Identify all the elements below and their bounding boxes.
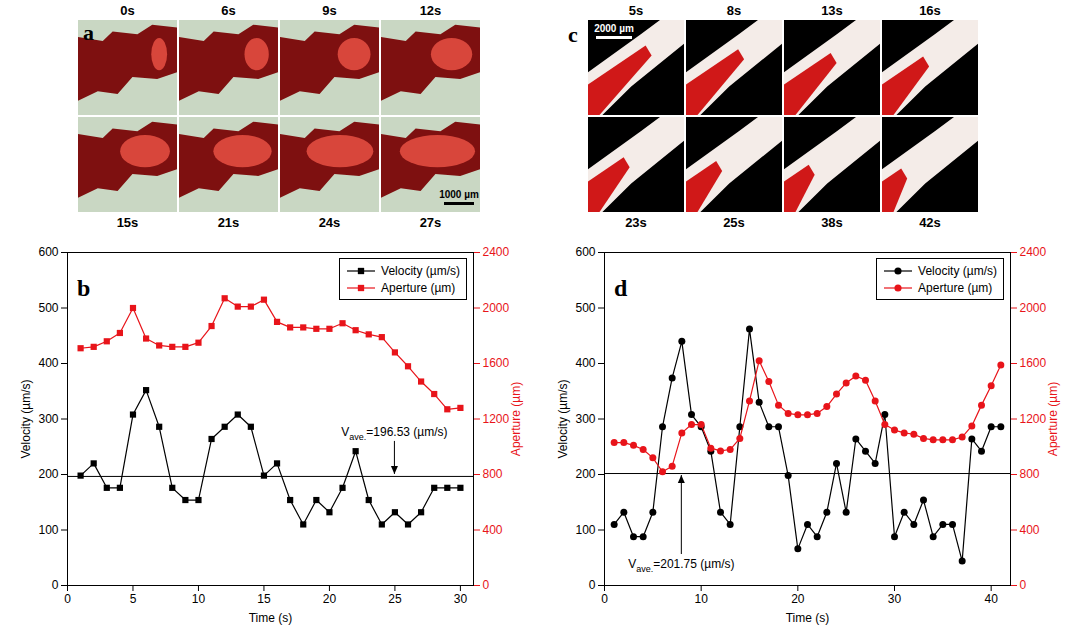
svg-text:20: 20 [791,592,805,606]
svg-text:2400: 2400 [483,245,510,259]
svg-text:300: 300 [575,412,595,426]
svg-text:10: 10 [694,592,708,606]
html-text:Aperture (µm): Aperture (µm) [381,280,456,295]
svg-text:0: 0 [601,592,608,606]
svg-text:Vave.=196.53 (µm/s): Vave.=196.53 (µm/s) [341,425,447,442]
svg-text:1200: 1200 [483,412,510,426]
svg-text:42s: 42s [919,215,941,230]
svg-text:20: 20 [323,592,337,606]
svg-text:25: 25 [388,592,402,606]
svg-text:30: 30 [454,592,468,606]
svg-text:1600: 1600 [1020,356,1047,370]
svg-text:15s: 15s [117,215,139,230]
svg-text:40: 40 [984,592,998,606]
svg-text:a: a [83,20,94,45]
svg-text:500: 500 [575,301,595,315]
svg-text:0: 0 [1020,578,1027,592]
svg-text:800: 800 [483,467,503,481]
svg-text:0: 0 [483,578,490,592]
svg-text:5: 5 [130,592,137,606]
svg-text:10: 10 [192,592,206,606]
svg-text:2000: 2000 [483,301,510,315]
svg-text:30: 30 [888,592,902,606]
svg-text:400: 400 [38,356,58,370]
svg-text:800: 800 [1020,467,1040,481]
svg-text:b: b [77,275,90,301]
svg-text:Time (s): Time (s) [249,611,293,625]
svg-text:1000 µm: 1000 µm [439,189,479,200]
svg-text:23s: 23s [625,215,647,230]
svg-text:2000 µm: 2000 µm [594,23,634,34]
html-text:Velocity (µm/s): Velocity (µm/s) [381,263,460,278]
svg-text:9s: 9s [322,3,336,18]
svg-text:400: 400 [575,356,595,370]
svg-text:12s: 12s [420,3,442,18]
svg-text:25s: 25s [723,215,745,230]
svg-text:400: 400 [483,523,503,537]
svg-text:16s: 16s [919,3,941,18]
svg-text:600: 600 [38,245,58,259]
svg-text:100: 100 [38,523,58,537]
svg-text:Aperture (µm): Aperture (µm) [1046,382,1060,456]
svg-text:5s: 5s [629,3,643,18]
html-text:Velocity (µm/s): Velocity (µm/s) [918,263,997,278]
svg-text:400: 400 [1020,523,1040,537]
svg-text:200: 200 [575,467,595,481]
svg-text:0: 0 [64,592,71,606]
svg-text:2400: 2400 [1020,245,1047,259]
svg-text:2000: 2000 [1020,301,1047,315]
svg-text:Aperture (µm): Aperture (µm) [509,382,523,456]
svg-text:c: c [568,22,578,47]
svg-text:38s: 38s [821,215,843,230]
svg-text:6s: 6s [221,3,235,18]
svg-text:600: 600 [575,245,595,259]
svg-text:0: 0 [52,578,59,592]
svg-text:d: d [614,275,628,301]
svg-text:27s: 27s [420,215,442,230]
svg-text:500: 500 [38,301,58,315]
svg-text:200: 200 [38,467,58,481]
svg-text:13s: 13s [821,3,843,18]
svg-text:8s: 8s [727,3,741,18]
svg-text:24s: 24s [319,215,341,230]
svg-text:Velocity (µm/s): Velocity (µm/s) [556,380,570,459]
svg-text:1600: 1600 [483,356,510,370]
svg-text:Vave.=201.75 (µm/s): Vave.=201.75 (µm/s) [628,557,734,574]
svg-text:1200: 1200 [1020,412,1047,426]
svg-text:21s: 21s [218,215,240,230]
html-text:Aperture (µm): Aperture (µm) [918,280,993,295]
svg-text:15: 15 [257,592,271,606]
svg-text:300: 300 [38,412,58,426]
svg-text:100: 100 [575,523,595,537]
svg-text:Velocity (µm/s): Velocity (µm/s) [19,380,33,459]
svg-text:0: 0 [589,578,596,592]
svg-text:Time (s): Time (s) [786,611,830,625]
svg-text:0s: 0s [120,3,134,18]
